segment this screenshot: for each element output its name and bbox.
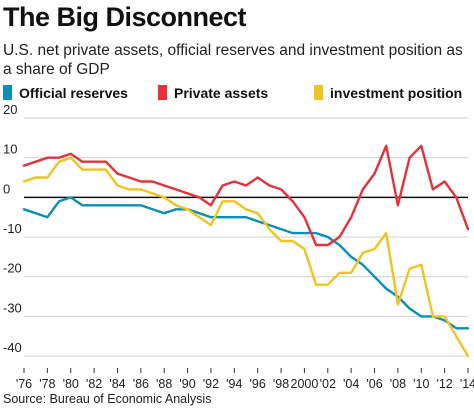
y-tick-label: 10	[3, 142, 17, 157]
x-tick-label: '76	[16, 377, 32, 390]
x-tick-label: '80	[63, 377, 79, 390]
y-tick-label: 20	[3, 104, 17, 117]
x-tick-label: '08	[390, 377, 406, 390]
y-tick-label: -20	[3, 261, 22, 276]
x-tick-label: '92	[203, 377, 219, 390]
legend-label-private-assets: Private assets	[174, 85, 269, 101]
legend-label-investment-position: investment position	[330, 85, 463, 101]
series-line-official-reserves	[22, 196, 470, 330]
x-tick-label: '90	[179, 377, 195, 390]
chart-title: The Big Disconnect	[3, 2, 247, 32]
legend-swatch-official-reserves	[3, 85, 12, 100]
legend: Official reserves Private assets investm…	[0, 85, 474, 105]
legend-item-official-reserves: Official reserves	[3, 85, 128, 101]
chart-subtitle: U.S. net private assets, official reserv…	[3, 42, 463, 78]
x-tick-label: '02	[320, 377, 336, 390]
x-tick-label: '04	[343, 377, 359, 390]
x-tick-label: '98	[273, 377, 289, 390]
y-tick-label: -40	[3, 340, 22, 355]
x-tick-label: 2000	[291, 377, 319, 390]
x-tick-label: '84	[109, 377, 125, 390]
legend-swatch-private-assets	[158, 85, 167, 100]
y-tick-label: -10	[3, 221, 22, 236]
legend-item-private-assets: Private assets	[158, 85, 268, 101]
series-line-investment-position	[22, 156, 470, 358]
x-tick-label: '10	[413, 377, 429, 390]
x-tick-label: '78	[39, 377, 55, 390]
x-tick-label: '86	[133, 377, 149, 390]
x-tick-label: '06	[366, 377, 382, 390]
x-tick-label: '82	[86, 377, 102, 390]
series-line-private-assets	[22, 144, 470, 247]
line-chart: 20 10 0 -10 -20 -30 -40 '76 '78 '80 '82 '84 '86 '88 '9…	[3, 104, 474, 390]
y-tick-label: -30	[3, 300, 22, 315]
legend-swatch-investment-position	[314, 85, 323, 100]
legend-label-official-reserves: Official reserves	[19, 85, 128, 101]
legend-item-investment-position: investment position	[314, 85, 462, 101]
x-tick-label: '12	[436, 377, 452, 390]
y-tick-label: 0	[3, 181, 10, 196]
x-tick-label: '96	[250, 377, 266, 390]
x-tick-label: '94	[226, 377, 242, 390]
x-tick-label: '14	[460, 377, 474, 390]
x-tick-label: '88	[156, 377, 172, 390]
source-note: Source: Bureau of Economic Analysis	[3, 392, 212, 406]
